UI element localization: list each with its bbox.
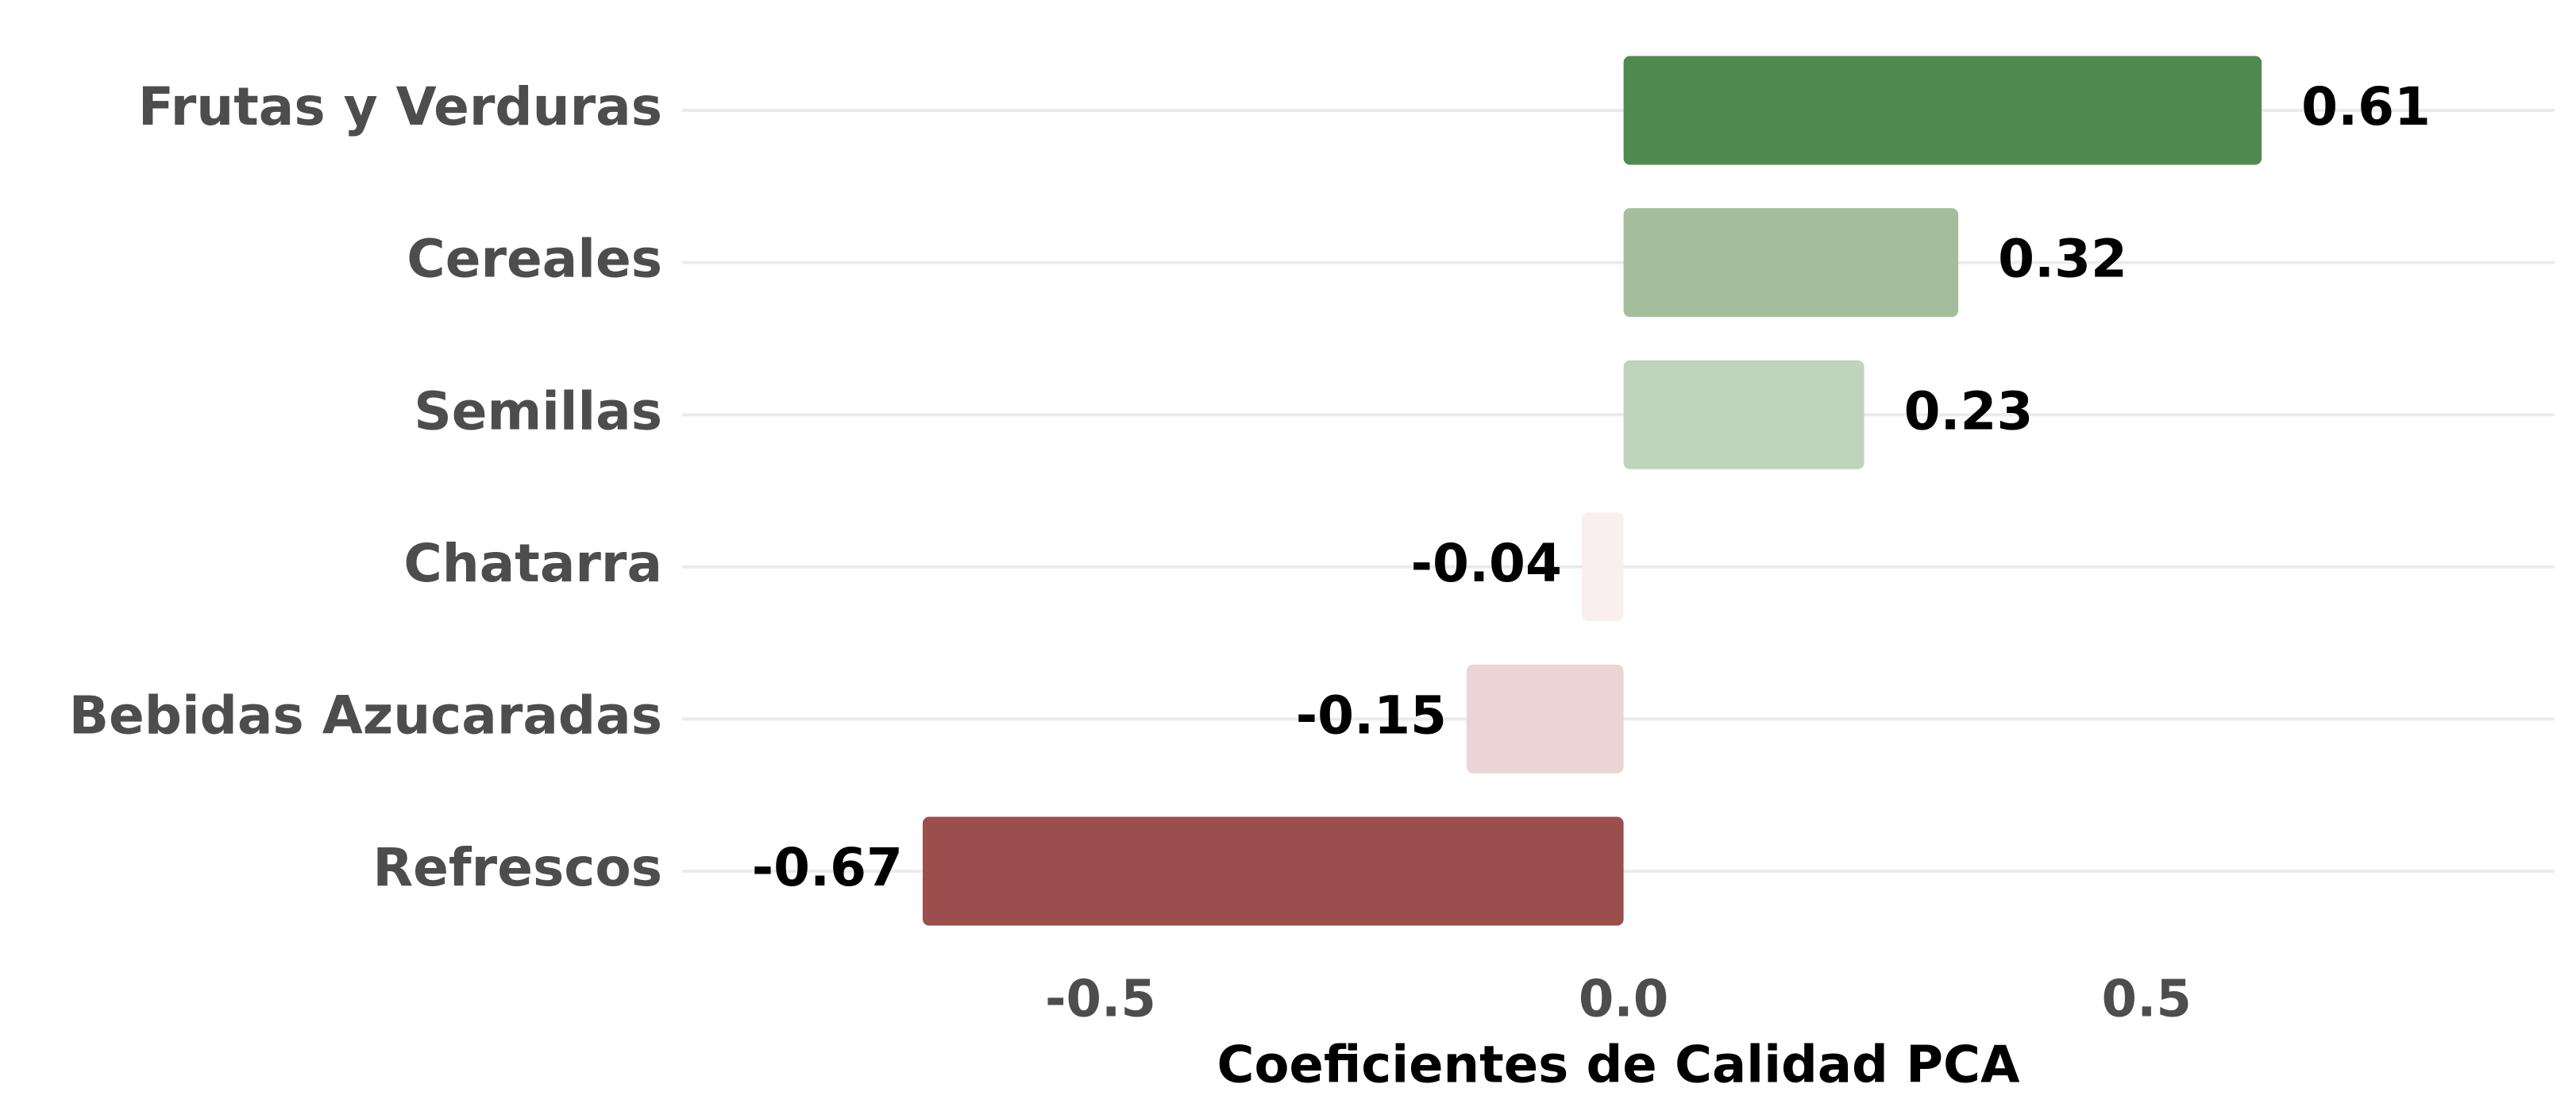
value-label: -0.67	[752, 837, 903, 898]
bar	[1466, 664, 1624, 774]
bar	[1623, 56, 2262, 165]
bar	[1623, 360, 1865, 469]
bar	[1623, 208, 1959, 318]
value-label: 0.61	[2301, 76, 2431, 137]
y-tick-label: Chatarra	[403, 533, 662, 594]
x-tick-label: 0.0	[1579, 970, 1668, 1029]
y-tick-label: Frutas y Verduras	[138, 76, 662, 137]
value-label: -0.15	[1296, 685, 1447, 746]
bar	[922, 816, 1624, 926]
bar	[1581, 512, 1624, 622]
value-label: -0.04	[1411, 533, 1562, 594]
y-tick-label: Bebidas Azucaradas	[69, 685, 662, 746]
y-tick-label: Refrescos	[372, 837, 662, 898]
x-tick-label: 0.5	[2102, 970, 2192, 1029]
value-label: 0.32	[1998, 229, 2127, 290]
y-tick-label: Semillas	[414, 380, 662, 442]
y-tick-label: Cereales	[407, 229, 662, 290]
value-label: 0.23	[1904, 380, 2034, 442]
x-axis-title: Coeficientes de Calidad PCA	[1217, 1036, 2020, 1095]
x-tick-label: -0.5	[1045, 970, 1156, 1029]
